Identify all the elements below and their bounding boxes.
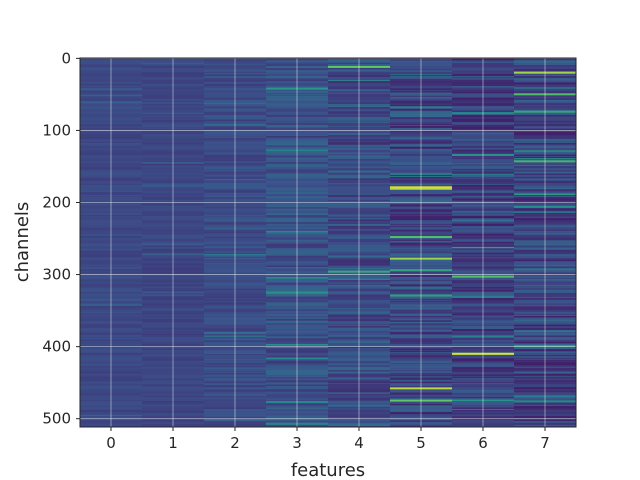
x-tick-label: 1 — [168, 434, 178, 452]
y-tick-label: 0 — [61, 49, 71, 67]
x-tick-label: 2 — [230, 434, 240, 452]
y-axis-label: channels — [12, 202, 33, 283]
x-tick-label: 7 — [540, 434, 550, 452]
y-axis-ticks: 0 100 200 300 400 500 — [42, 49, 80, 428]
x-axis-ticks: 0 1 2 3 4 5 6 7 — [106, 427, 550, 452]
y-tick-label: 500 — [42, 410, 71, 428]
x-tick-label: 6 — [478, 434, 488, 452]
y-tick-label: 100 — [42, 121, 71, 139]
x-axis-label: features — [291, 460, 365, 480]
x-tick-label: 4 — [354, 434, 364, 452]
x-tick-label: 0 — [106, 434, 116, 452]
y-tick-label: 200 — [42, 194, 71, 212]
x-tick-label: 3 — [292, 434, 302, 452]
heatmap-cells — [80, 58, 576, 427]
plot-frame — [79, 57, 577, 428]
y-tick-label: 300 — [42, 266, 71, 284]
y-tick-label: 400 — [42, 338, 71, 356]
x-tick-label: 5 — [416, 434, 426, 452]
